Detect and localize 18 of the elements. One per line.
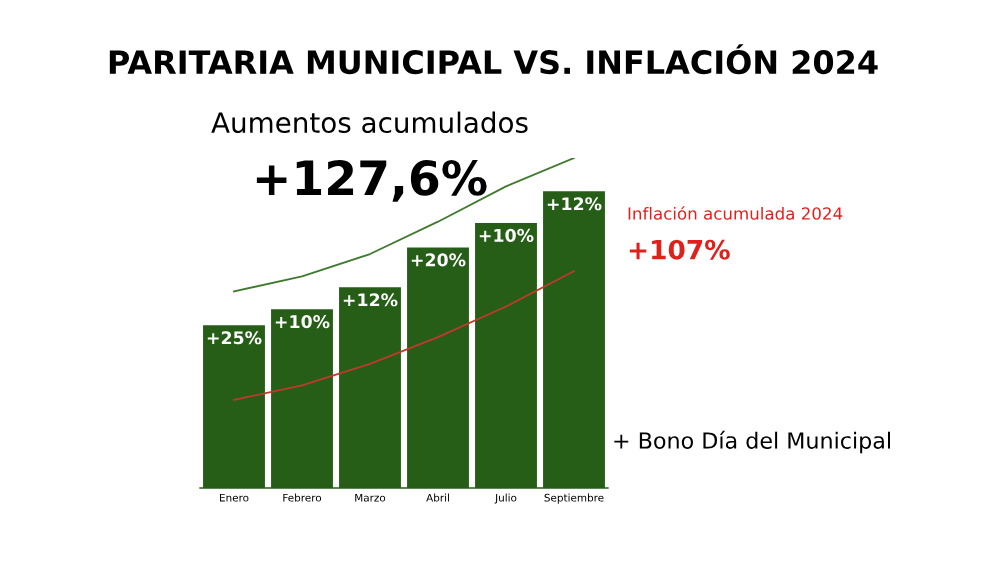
x-tick-label: Septiembre <box>544 493 604 504</box>
text: + Bono Día del Municipal <box>614 430 890 454</box>
text: +107% <box>629 239 730 260</box>
text: Aumentos acumulados <box>211 111 528 134</box>
chart-title: PARITARIA MUNICIPAL VS. INFLACIÓN 2024 <box>109 44 878 75</box>
annotation: +25% <box>207 331 262 345</box>
annotation: +10% <box>479 228 534 242</box>
annotation: +20% <box>411 253 466 267</box>
annotation: +127,6% <box>256 159 487 202</box>
x-tick-label: Febrero <box>283 493 322 502</box>
x-tick-label: Abril <box>426 493 449 502</box>
text: Inflación acumulada 2024 <box>628 206 843 220</box>
x-tick-label: Julio <box>494 493 517 504</box>
annotation: +12% <box>343 293 398 307</box>
annotation: +10% <box>275 315 330 329</box>
x-tick-label: Marzo <box>355 493 386 502</box>
x-tick-label: Enero <box>220 493 249 502</box>
annotation: +12% <box>547 197 602 211</box>
